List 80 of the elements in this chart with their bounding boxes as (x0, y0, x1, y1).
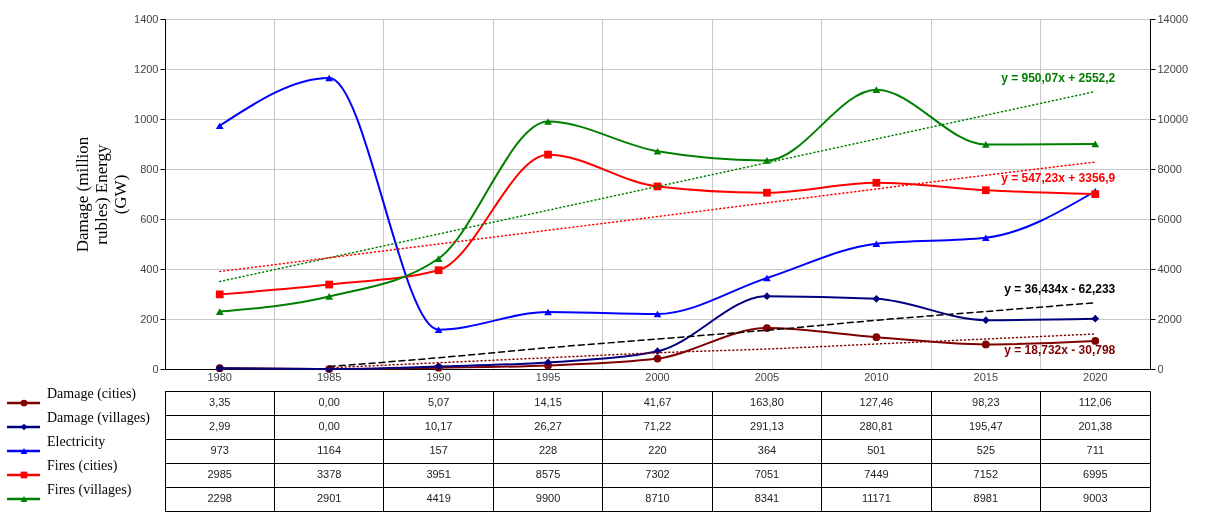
data-label: 71,22 (643, 420, 672, 432)
data-label: 3951 (426, 468, 451, 480)
legend-label: Damage (villages) (47, 410, 151, 426)
data-label: 8710 (645, 492, 670, 504)
y-tick-label: 1000 (134, 112, 159, 125)
data-label: 201,38 (1078, 420, 1113, 432)
legend-label: Fires (cities) (47, 458, 118, 474)
data-label: 0,00 (318, 420, 340, 432)
data-label: 26,27 (534, 420, 562, 432)
data-label: 3,35 (209, 396, 231, 408)
data-label: 112,06 (1078, 396, 1112, 408)
y2-tick-label: 10000 (1157, 112, 1189, 125)
y2-tick-label: 8000 (1157, 162, 1182, 175)
data-label: 220 (648, 444, 667, 456)
data-label: 163,80 (750, 396, 784, 408)
data-label: 525 (976, 444, 996, 456)
data-label: 2,99 (209, 420, 231, 432)
data-label: 7449 (864, 468, 889, 480)
x-tick-label: 1995 (535, 370, 561, 383)
data-label: 4419 (426, 492, 451, 504)
data-label: 7051 (754, 468, 780, 480)
data-label: 127,46 (859, 396, 894, 408)
data-label: 973 (210, 444, 229, 456)
annotation: y = 18,732x - 30,798 (1004, 343, 1116, 357)
annotation: y = 36,434x - 62,233 (1004, 281, 1116, 296)
data-label: 14,15 (534, 396, 562, 408)
data-label: 7152 (973, 468, 999, 480)
data-label: 9003 (1083, 492, 1108, 504)
data-label: 0,00 (318, 396, 340, 408)
y2-tick-label: 0 (1157, 362, 1164, 375)
legend-label: Fires (villages) (47, 482, 132, 498)
y-tick-label: 0 (152, 362, 159, 375)
data-label: 8981 (973, 492, 999, 504)
data-label: 2901 (316, 492, 342, 504)
data-label: 157 (429, 444, 448, 456)
data-label: 98,23 (972, 396, 1000, 408)
x-tick-label: 2005 (754, 370, 780, 383)
data-label: 7302 (645, 468, 670, 480)
data-label: 6995 (1083, 468, 1108, 480)
x-tick-label: 2000 (645, 370, 670, 383)
annotation: y = 547,23x + 3356,9 (1001, 171, 1116, 185)
data-label: 195,47 (969, 420, 1003, 432)
data-label: 2298 (207, 492, 232, 504)
x-tick-label: 2015 (973, 370, 999, 383)
data-label: 364 (757, 444, 777, 456)
data-label: 5,07 (427, 396, 450, 408)
data-label: 1164 (317, 444, 341, 456)
data-label: 291,13 (750, 420, 784, 432)
data-label: 228 (538, 444, 558, 456)
legend-label: Electricity (47, 434, 106, 449)
data-label: 280,81 (859, 420, 894, 432)
data-label: 8575 (535, 468, 561, 480)
data-label: 3378 (316, 468, 342, 480)
data-label: 11171 (861, 492, 891, 504)
y-tick-label: 800 (140, 162, 159, 175)
y-tick-label: 1200 (134, 62, 159, 75)
y-tick-label: 200 (140, 312, 159, 325)
data-label: 501 (867, 444, 886, 456)
legend-label: Damage (cities) (47, 386, 137, 402)
x-tick-label: 2020 (1083, 370, 1108, 383)
y2-tick-label: 12000 (1157, 62, 1189, 75)
data-label: 41,67 (643, 396, 672, 408)
data-label: 8341 (754, 492, 780, 504)
annotation: y = 950,07x + 2552,2 (1001, 70, 1116, 85)
y-tick-label: 600 (140, 212, 159, 225)
data-label: 9900 (535, 492, 561, 504)
x-tick-label: 1980 (207, 370, 232, 383)
y-tick-label: 400 (140, 262, 159, 275)
y2-tick-label: 4000 (1157, 262, 1182, 275)
y2-tick-label: 6000 (1157, 212, 1182, 225)
x-tick-label: 1985 (316, 370, 342, 383)
data-label: 10,17 (424, 420, 453, 432)
y-tick-label: 1400 (134, 12, 159, 25)
y-axis-title: Damage (million rubles) Energy (GW) (73, 136, 131, 253)
y2-tick-label: 2000 (1157, 312, 1182, 325)
data-label: 2985 (207, 468, 232, 480)
y2-tick-label: 14000 (1157, 12, 1189, 25)
x-tick-label: 2010 (864, 370, 889, 383)
x-tick-label: 1990 (426, 370, 451, 383)
data-label: 711 (1086, 444, 1105, 456)
